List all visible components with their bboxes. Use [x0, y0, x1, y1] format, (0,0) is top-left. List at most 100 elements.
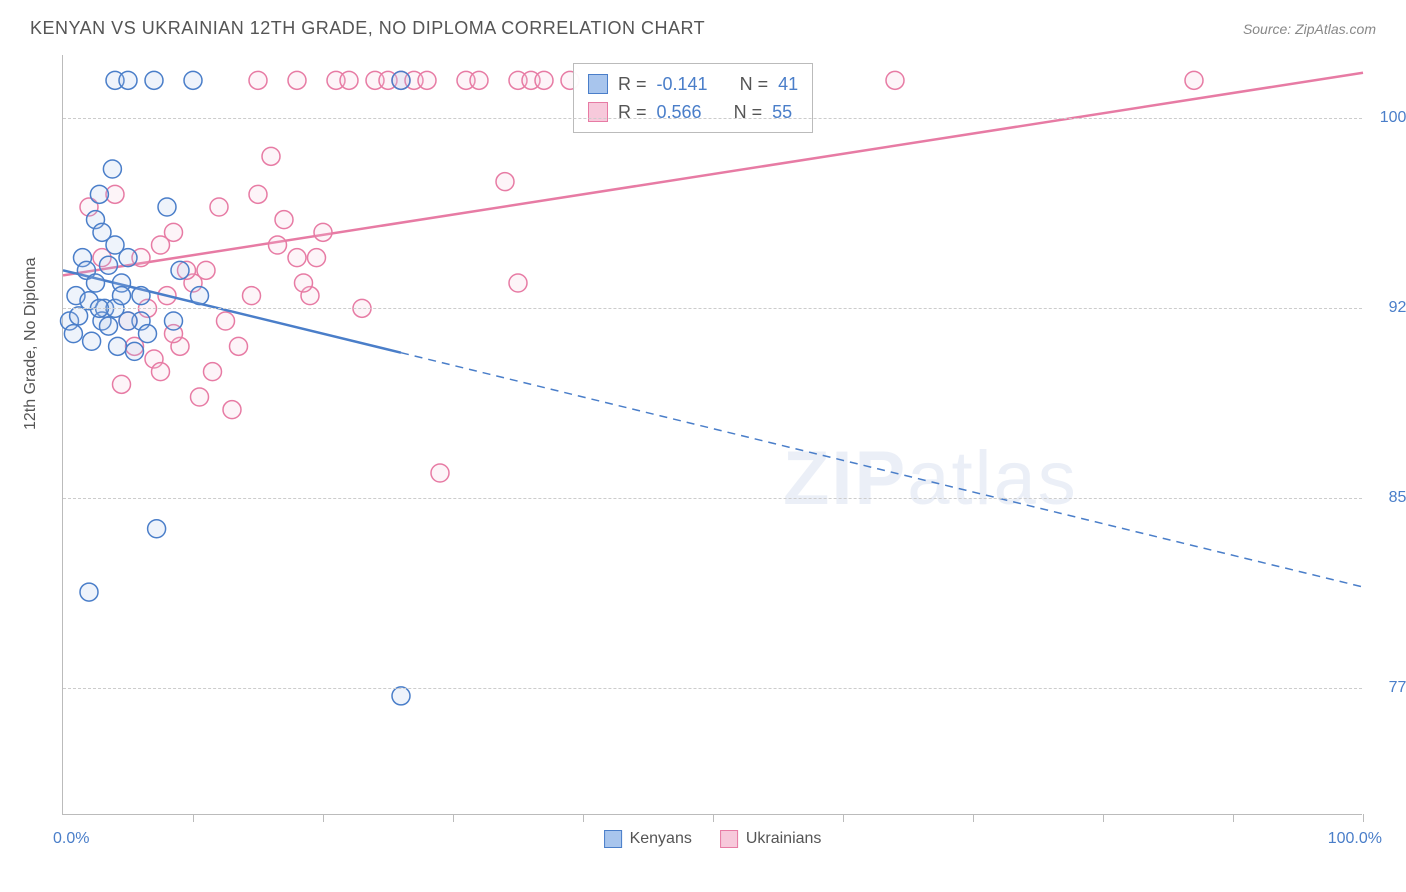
bottom-legend: Kenyans Ukrainians	[604, 830, 822, 848]
data-point	[886, 71, 904, 89]
y-tick-label: 92.5%	[1389, 299, 1406, 317]
gridline	[63, 498, 1362, 499]
data-point	[191, 287, 209, 305]
x-tick	[193, 814, 194, 822]
chart-header: KENYAN VS UKRAINIAN 12TH GRADE, NO DIPLO…	[30, 18, 1376, 39]
data-point	[113, 287, 131, 305]
data-point	[165, 223, 183, 241]
x-axis-max-label: 100.0%	[1328, 830, 1382, 848]
data-point	[90, 185, 108, 203]
data-point	[308, 249, 326, 267]
data-point	[70, 307, 88, 325]
legend-label-kenyans: Kenyans	[630, 830, 692, 848]
x-tick	[1103, 814, 1104, 822]
data-point	[119, 71, 137, 89]
r-label: R =	[618, 98, 647, 126]
data-point	[535, 71, 553, 89]
data-point	[145, 71, 163, 89]
data-point	[243, 287, 261, 305]
correlation-row-kenyans: R = -0.141 N = 41	[588, 70, 798, 98]
x-tick	[843, 814, 844, 822]
data-point	[392, 687, 410, 705]
x-tick	[583, 814, 584, 822]
gridline	[63, 118, 1362, 119]
data-point	[132, 287, 150, 305]
r-value-kenyans: -0.141	[657, 70, 708, 98]
x-axis-min-label: 0.0%	[53, 830, 89, 848]
x-tick	[1233, 814, 1234, 822]
data-point	[288, 249, 306, 267]
chart-source: Source: ZipAtlas.com	[1243, 21, 1376, 37]
legend-swatch-kenyans	[588, 74, 608, 94]
data-point	[340, 71, 358, 89]
chart-plot-area: ZIPatlas R = -0.141 N = 41 R = 0.566 N =…	[62, 55, 1362, 815]
gridline	[63, 308, 1362, 309]
x-tick	[973, 814, 974, 822]
x-tick	[453, 814, 454, 822]
data-point	[171, 261, 189, 279]
data-point	[288, 71, 306, 89]
x-tick	[1363, 814, 1364, 822]
legend-item-ukrainians: Ukrainians	[720, 830, 822, 848]
data-point	[119, 312, 137, 330]
data-point	[314, 223, 332, 241]
data-point	[223, 401, 241, 419]
data-point	[392, 71, 410, 89]
data-point	[100, 256, 118, 274]
data-point	[184, 71, 202, 89]
gridline	[63, 688, 1362, 689]
data-point	[191, 388, 209, 406]
legend-swatch-ukrainians	[720, 830, 738, 848]
r-label: R =	[618, 70, 647, 98]
x-tick	[713, 814, 714, 822]
data-point	[87, 274, 105, 292]
data-point	[106, 236, 124, 254]
x-tick	[323, 814, 324, 822]
data-point	[109, 337, 127, 355]
data-point	[230, 337, 248, 355]
data-point	[113, 375, 131, 393]
regression-line-extrapolated	[401, 353, 1363, 587]
data-point	[126, 342, 144, 360]
data-point	[80, 583, 98, 601]
data-point	[139, 325, 157, 343]
y-axis-label: 12th Grade, No Diploma	[22, 257, 40, 430]
data-point	[496, 173, 514, 191]
data-point	[431, 464, 449, 482]
legend-item-kenyans: Kenyans	[604, 830, 692, 848]
data-point	[148, 520, 166, 538]
correlation-row-ukrainians: R = 0.566 N = 55	[588, 98, 798, 126]
n-value-kenyans: 41	[778, 70, 798, 98]
y-tick-label: 85.0%	[1389, 489, 1406, 507]
data-point	[165, 312, 183, 330]
y-tick-label: 100.0%	[1380, 109, 1406, 127]
data-point	[100, 317, 118, 335]
data-point	[509, 274, 527, 292]
data-point	[197, 261, 215, 279]
correlation-legend-box: R = -0.141 N = 41 R = 0.566 N = 55	[573, 63, 813, 133]
data-point	[204, 363, 222, 381]
data-point	[418, 71, 436, 89]
r-value-ukrainians: 0.566	[657, 98, 702, 126]
data-point	[295, 274, 313, 292]
data-point	[269, 236, 287, 254]
data-point	[1185, 71, 1203, 89]
data-point	[217, 312, 235, 330]
data-point	[83, 332, 101, 350]
data-point	[470, 71, 488, 89]
data-point	[262, 147, 280, 165]
data-point	[103, 160, 121, 178]
legend-swatch-kenyans	[604, 830, 622, 848]
n-label: N =	[740, 70, 769, 98]
data-point	[275, 211, 293, 229]
legend-label-ukrainians: Ukrainians	[746, 830, 822, 848]
data-point	[249, 71, 267, 89]
data-point	[210, 198, 228, 216]
data-point	[152, 363, 170, 381]
data-point	[64, 325, 82, 343]
chart-title: KENYAN VS UKRAINIAN 12TH GRADE, NO DIPLO…	[30, 18, 705, 39]
n-label: N =	[734, 98, 763, 126]
n-value-ukrainians: 55	[772, 98, 792, 126]
data-point	[158, 198, 176, 216]
data-point	[249, 185, 267, 203]
